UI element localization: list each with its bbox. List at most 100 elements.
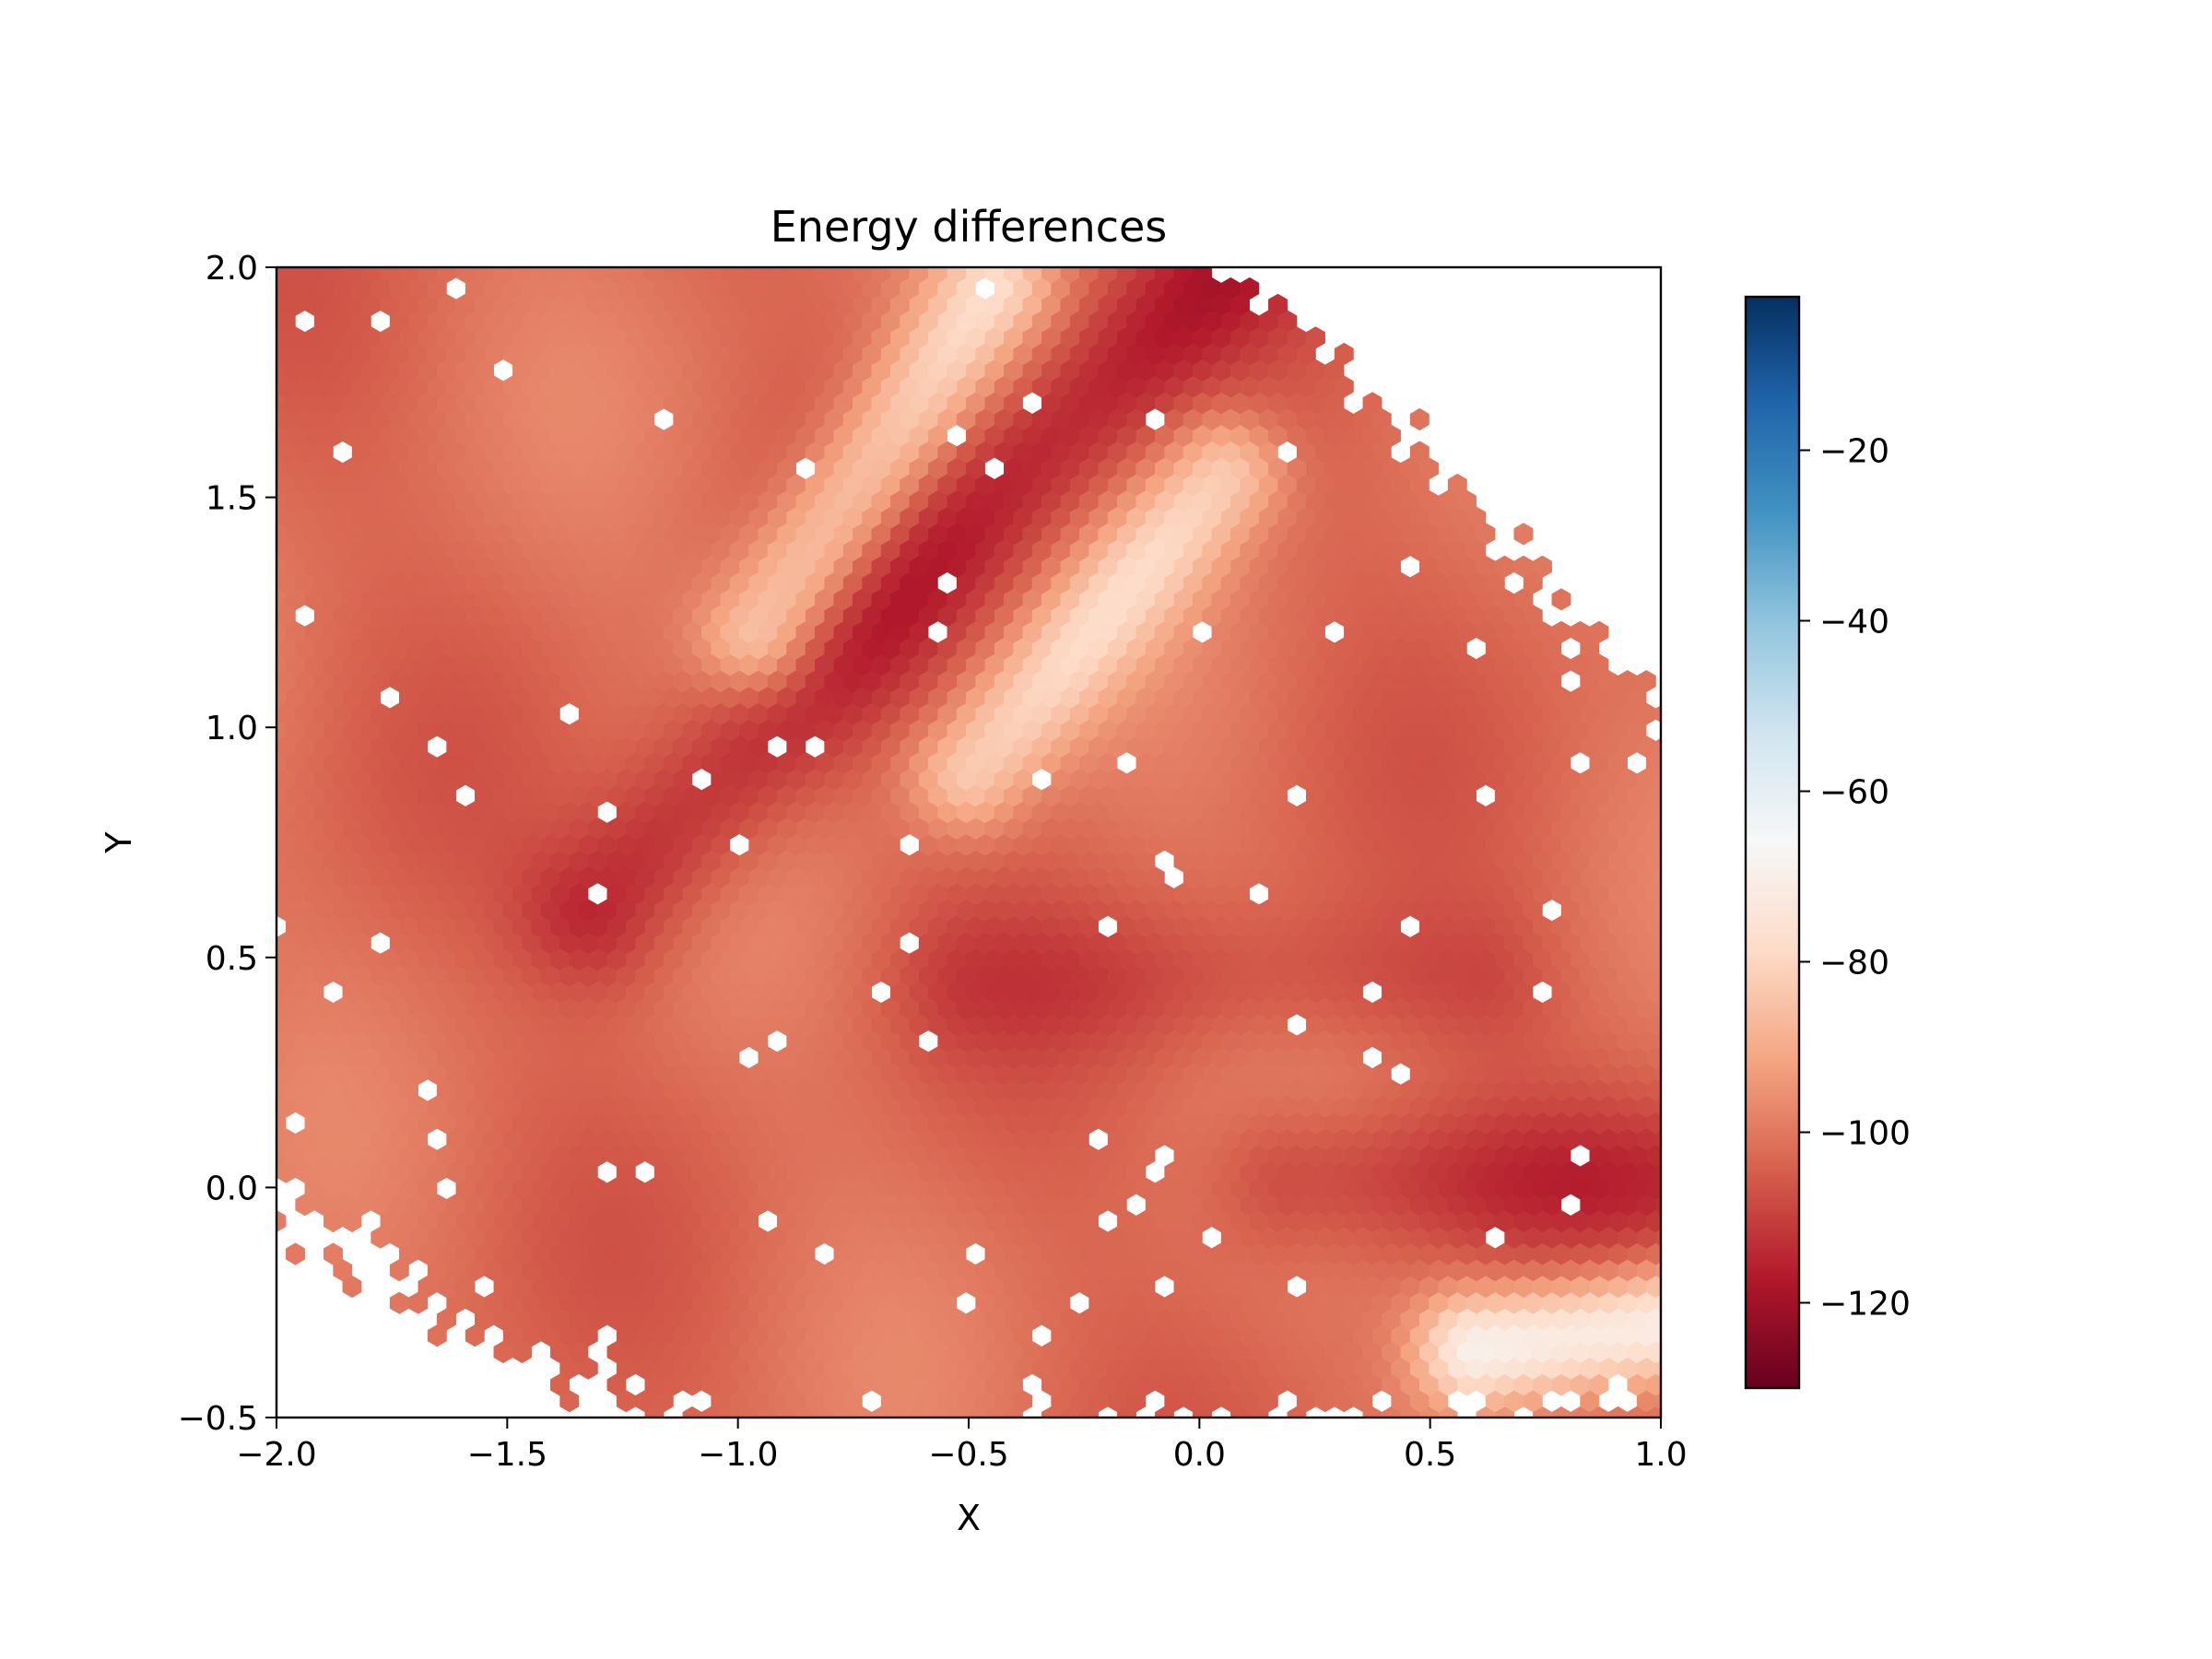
hexbin-cell xyxy=(1220,1063,1241,1086)
hexbin-cell xyxy=(682,1209,702,1233)
hexbin-cell xyxy=(805,1194,825,1217)
hexbin-cell xyxy=(1211,1242,1231,1265)
hexbin-cell xyxy=(795,1242,816,1265)
hexbin-cell xyxy=(606,1078,627,1101)
hexbin-cell xyxy=(380,1078,400,1101)
hexbin-cell xyxy=(1164,1063,1184,1086)
hexbin-cell xyxy=(644,981,665,1004)
hexbin-cell xyxy=(833,1013,853,1036)
hexbin-cell xyxy=(739,1209,759,1233)
hexbin-cell xyxy=(1022,1275,1042,1299)
hexbin-cell xyxy=(890,1275,910,1299)
hexbin-cell xyxy=(1382,1144,1401,1167)
hexbin-cell xyxy=(559,1291,580,1314)
hexbin-cell xyxy=(1476,1144,1496,1167)
hexbin-cell xyxy=(512,947,532,971)
hexbin-cell xyxy=(729,1160,749,1183)
hexbin-cell xyxy=(729,1128,749,1151)
hexbin-cell xyxy=(371,1160,391,1183)
hexbin-cell xyxy=(1466,1324,1487,1347)
hexbin-cell xyxy=(1088,1095,1109,1118)
hexbin-cell xyxy=(1277,1095,1298,1118)
hexbin-cell xyxy=(1485,1390,1505,1413)
hexbin-cell xyxy=(1466,932,1487,955)
hexbin-cell xyxy=(1145,1095,1165,1118)
hexbin-cell xyxy=(1164,1226,1184,1249)
hexbin-cell xyxy=(966,1340,985,1364)
hexbin-cell xyxy=(1485,1160,1505,1183)
hexbin-cell xyxy=(909,1078,929,1101)
hexbin-cell xyxy=(1107,1095,1127,1118)
hexbin-cell xyxy=(1551,1242,1571,1265)
hexbin-cell xyxy=(342,915,362,938)
hexbin-cell xyxy=(1542,1095,1562,1118)
hexbin-cell xyxy=(1646,1406,1661,1418)
hexbin-cell xyxy=(739,1112,759,1135)
hexbin-cell xyxy=(578,1357,598,1380)
hexbin-cell xyxy=(389,997,409,1020)
hexbin-cell xyxy=(795,1177,816,1200)
hexbin-cell xyxy=(805,1063,825,1086)
hexbin-cell xyxy=(1589,1112,1609,1135)
hexbin-cell xyxy=(588,1209,607,1233)
hexbin-cell xyxy=(833,1144,853,1167)
hexbin-cell xyxy=(862,1128,882,1151)
hexbin-cell xyxy=(1135,1340,1156,1364)
hexbin-cell xyxy=(1193,1373,1212,1396)
hexbin-cell xyxy=(1268,947,1288,971)
hexbin-cell xyxy=(1079,1177,1099,1200)
hexbin-cell xyxy=(984,1242,1005,1265)
hexbin-cell xyxy=(1182,1259,1203,1282)
hexbin-cell xyxy=(1268,1177,1288,1200)
hexbin-cell xyxy=(493,1275,513,1299)
hexbin-cell xyxy=(664,1144,683,1167)
hexbin-cell xyxy=(1438,1275,1458,1299)
hexbin-cell xyxy=(559,1390,580,1413)
hexbin-cell xyxy=(389,964,409,987)
hexbin-cell xyxy=(1362,1209,1382,1233)
hexbin-cell xyxy=(1429,1095,1449,1118)
hexbin-cell xyxy=(1353,1226,1373,1249)
hexbin-cell xyxy=(994,1095,1014,1118)
hexbin-cell xyxy=(1362,1242,1382,1265)
hexbin-cell xyxy=(1098,1112,1118,1135)
hexbin-cell xyxy=(1382,1340,1401,1364)
hexbin-cell xyxy=(795,1144,816,1167)
hexbin-cell xyxy=(1655,999,1661,1018)
hexbin-cell xyxy=(1362,1177,1382,1200)
hexbin-cell xyxy=(446,932,466,955)
hexbin-cell xyxy=(833,1340,853,1364)
hexbin-cell xyxy=(1353,1030,1373,1053)
hexbin-cell xyxy=(1211,1373,1231,1396)
hexbin-cell xyxy=(880,1160,900,1183)
hexbin-cell xyxy=(1513,947,1534,971)
hexbin-cell xyxy=(1429,1194,1449,1217)
hexbin-cell xyxy=(351,1128,371,1151)
hexbin-cell xyxy=(758,1308,778,1331)
hexbin-cell xyxy=(1211,1177,1231,1200)
hexbin-cell xyxy=(418,1013,438,1036)
hexbin-cell xyxy=(767,932,787,955)
hexbin-cell xyxy=(1560,1324,1581,1347)
hexbin-cell xyxy=(1258,1095,1278,1118)
hexbin-cell xyxy=(1618,1291,1638,1314)
hexbin-cell xyxy=(1409,1095,1430,1118)
hexbin-cell xyxy=(786,1160,806,1183)
hexbin-cell xyxy=(1031,997,1052,1020)
hexbin-cell xyxy=(900,1063,920,1086)
hexbin-cell xyxy=(900,1030,920,1053)
hexbin-cell xyxy=(626,1144,645,1167)
hexbin-cell xyxy=(786,997,806,1020)
hexbin-cell xyxy=(1419,1340,1439,1364)
colorbar-tick-label: −20 xyxy=(1819,433,1889,471)
hexbin-cell xyxy=(361,1177,381,1200)
hexbin-cell xyxy=(1098,1177,1118,1200)
hexbin-cell xyxy=(1296,1128,1316,1151)
hexbin-cell xyxy=(815,1373,834,1396)
x-axis-label: X xyxy=(957,1498,981,1538)
hexbin-cell xyxy=(1277,1128,1298,1151)
hexbin-cell xyxy=(1145,1291,1165,1314)
hexbin-cell xyxy=(559,1128,580,1151)
hexbin-cell xyxy=(815,1209,834,1233)
hexbin-cell xyxy=(1485,964,1505,987)
